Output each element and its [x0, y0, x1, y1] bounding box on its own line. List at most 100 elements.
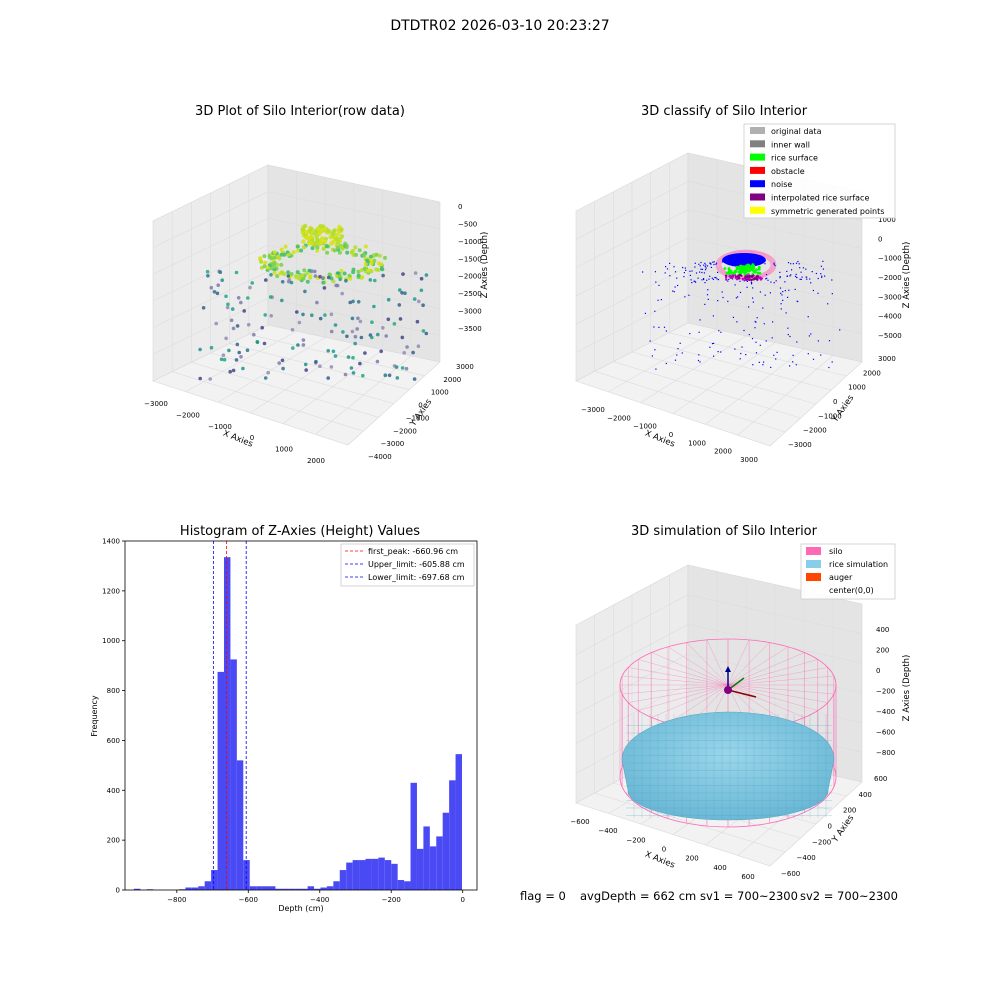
- histogram-bar: [442, 812, 450, 890]
- y-tick-label: −4000: [368, 453, 392, 461]
- rice-surface-point: [758, 271, 762, 275]
- y-tick-label: 1000: [431, 389, 449, 397]
- data-point: [301, 312, 305, 317]
- noise-point: [802, 267, 804, 269]
- noise-point: [773, 282, 775, 284]
- data-point: [295, 310, 299, 314]
- data-point: [383, 373, 388, 378]
- noise-point: [785, 312, 787, 314]
- data-point: [365, 258, 370, 263]
- noise-point: [704, 303, 706, 305]
- noise-point: [697, 277, 699, 279]
- data-point: [345, 334, 349, 339]
- data-point: [351, 371, 356, 375]
- histogram-bar: [378, 857, 385, 890]
- histogram-bar: [262, 886, 270, 890]
- data-point: [344, 243, 349, 248]
- histogram-bar: [384, 860, 392, 890]
- noise-point: [693, 280, 695, 282]
- histogram-bar: [423, 826, 430, 890]
- noise-point: [717, 351, 719, 353]
- noise-point: [660, 299, 662, 301]
- histogram-bar: [256, 886, 263, 890]
- data-point: [230, 307, 235, 311]
- z-tick-label: −1000: [878, 255, 902, 263]
- silo-roof-spoke: [622, 675, 729, 686]
- noise-point: [712, 278, 714, 280]
- noise-point: [799, 267, 801, 269]
- z-tick-label: 0: [458, 203, 462, 211]
- data-point: [336, 271, 340, 275]
- data-point: [353, 341, 358, 346]
- noise-point: [684, 267, 686, 269]
- histogram-bar: [314, 888, 321, 890]
- noise-point: [712, 261, 714, 263]
- data-point: [269, 273, 273, 277]
- noise-point: [743, 280, 745, 282]
- data-point: [424, 273, 429, 277]
- noise-point: [689, 274, 691, 276]
- data-point: [319, 229, 324, 234]
- noise-point: [718, 330, 720, 332]
- data-point: [344, 279, 348, 283]
- data-point: [209, 345, 214, 350]
- x-tick-label: −1000: [208, 423, 232, 431]
- silo-roof-spoke: [727, 659, 818, 686]
- noise-point: [774, 264, 776, 267]
- data-point: [338, 277, 343, 282]
- data-point: [341, 330, 345, 334]
- data-point: [198, 347, 202, 352]
- noise-point: [817, 292, 819, 294]
- x-axis-label: X Axies: [221, 429, 254, 450]
- histogram-bar: [204, 881, 212, 890]
- data-point: [356, 300, 361, 304]
- noise-point: [808, 335, 810, 337]
- noise-point: [706, 265, 709, 267]
- noise-point: [699, 361, 701, 363]
- data-point: [381, 273, 385, 278]
- data-point: [333, 323, 338, 327]
- noise-point: [824, 275, 826, 277]
- noise-point: [817, 277, 819, 280]
- noise-point: [821, 275, 823, 277]
- data-point: [309, 226, 314, 232]
- data-point: [351, 355, 355, 360]
- data-point: [334, 236, 339, 241]
- noise-point: [674, 286, 676, 288]
- data-point: [375, 359, 380, 364]
- histogram-bar: [269, 886, 276, 890]
- data-point: [221, 353, 226, 358]
- data-point: [417, 299, 421, 304]
- data-point: [239, 355, 243, 359]
- data-point: [275, 274, 280, 279]
- data-point: [383, 255, 387, 260]
- data-point: [269, 314, 274, 318]
- noise-point: [654, 310, 656, 312]
- noise-point: [682, 266, 684, 269]
- noise-point: [698, 263, 700, 265]
- noise-point: [831, 279, 833, 281]
- data-point: [419, 276, 424, 281]
- z-tick-label: −1500: [458, 255, 482, 263]
- noise-point: [782, 291, 784, 293]
- noise-point: [746, 286, 748, 288]
- data-point: [234, 270, 239, 275]
- noise-point: [751, 282, 753, 284]
- noise-point: [665, 330, 667, 332]
- noise-point: [704, 282, 706, 284]
- y-tick-label: 0: [833, 398, 837, 406]
- grid-line: [315, 355, 412, 435]
- data-point: [366, 268, 371, 273]
- data-point: [299, 248, 304, 253]
- x-tick-label: −200: [626, 836, 645, 844]
- data-point: [412, 297, 417, 301]
- data-point: [301, 343, 306, 347]
- data-point: [308, 274, 313, 279]
- data-point: [229, 318, 234, 323]
- noise-point: [701, 279, 703, 281]
- data-point: [321, 280, 326, 285]
- noise-point: [771, 337, 773, 339]
- data-point: [413, 271, 418, 275]
- noise-point: [789, 335, 791, 338]
- noise-point: [713, 342, 715, 344]
